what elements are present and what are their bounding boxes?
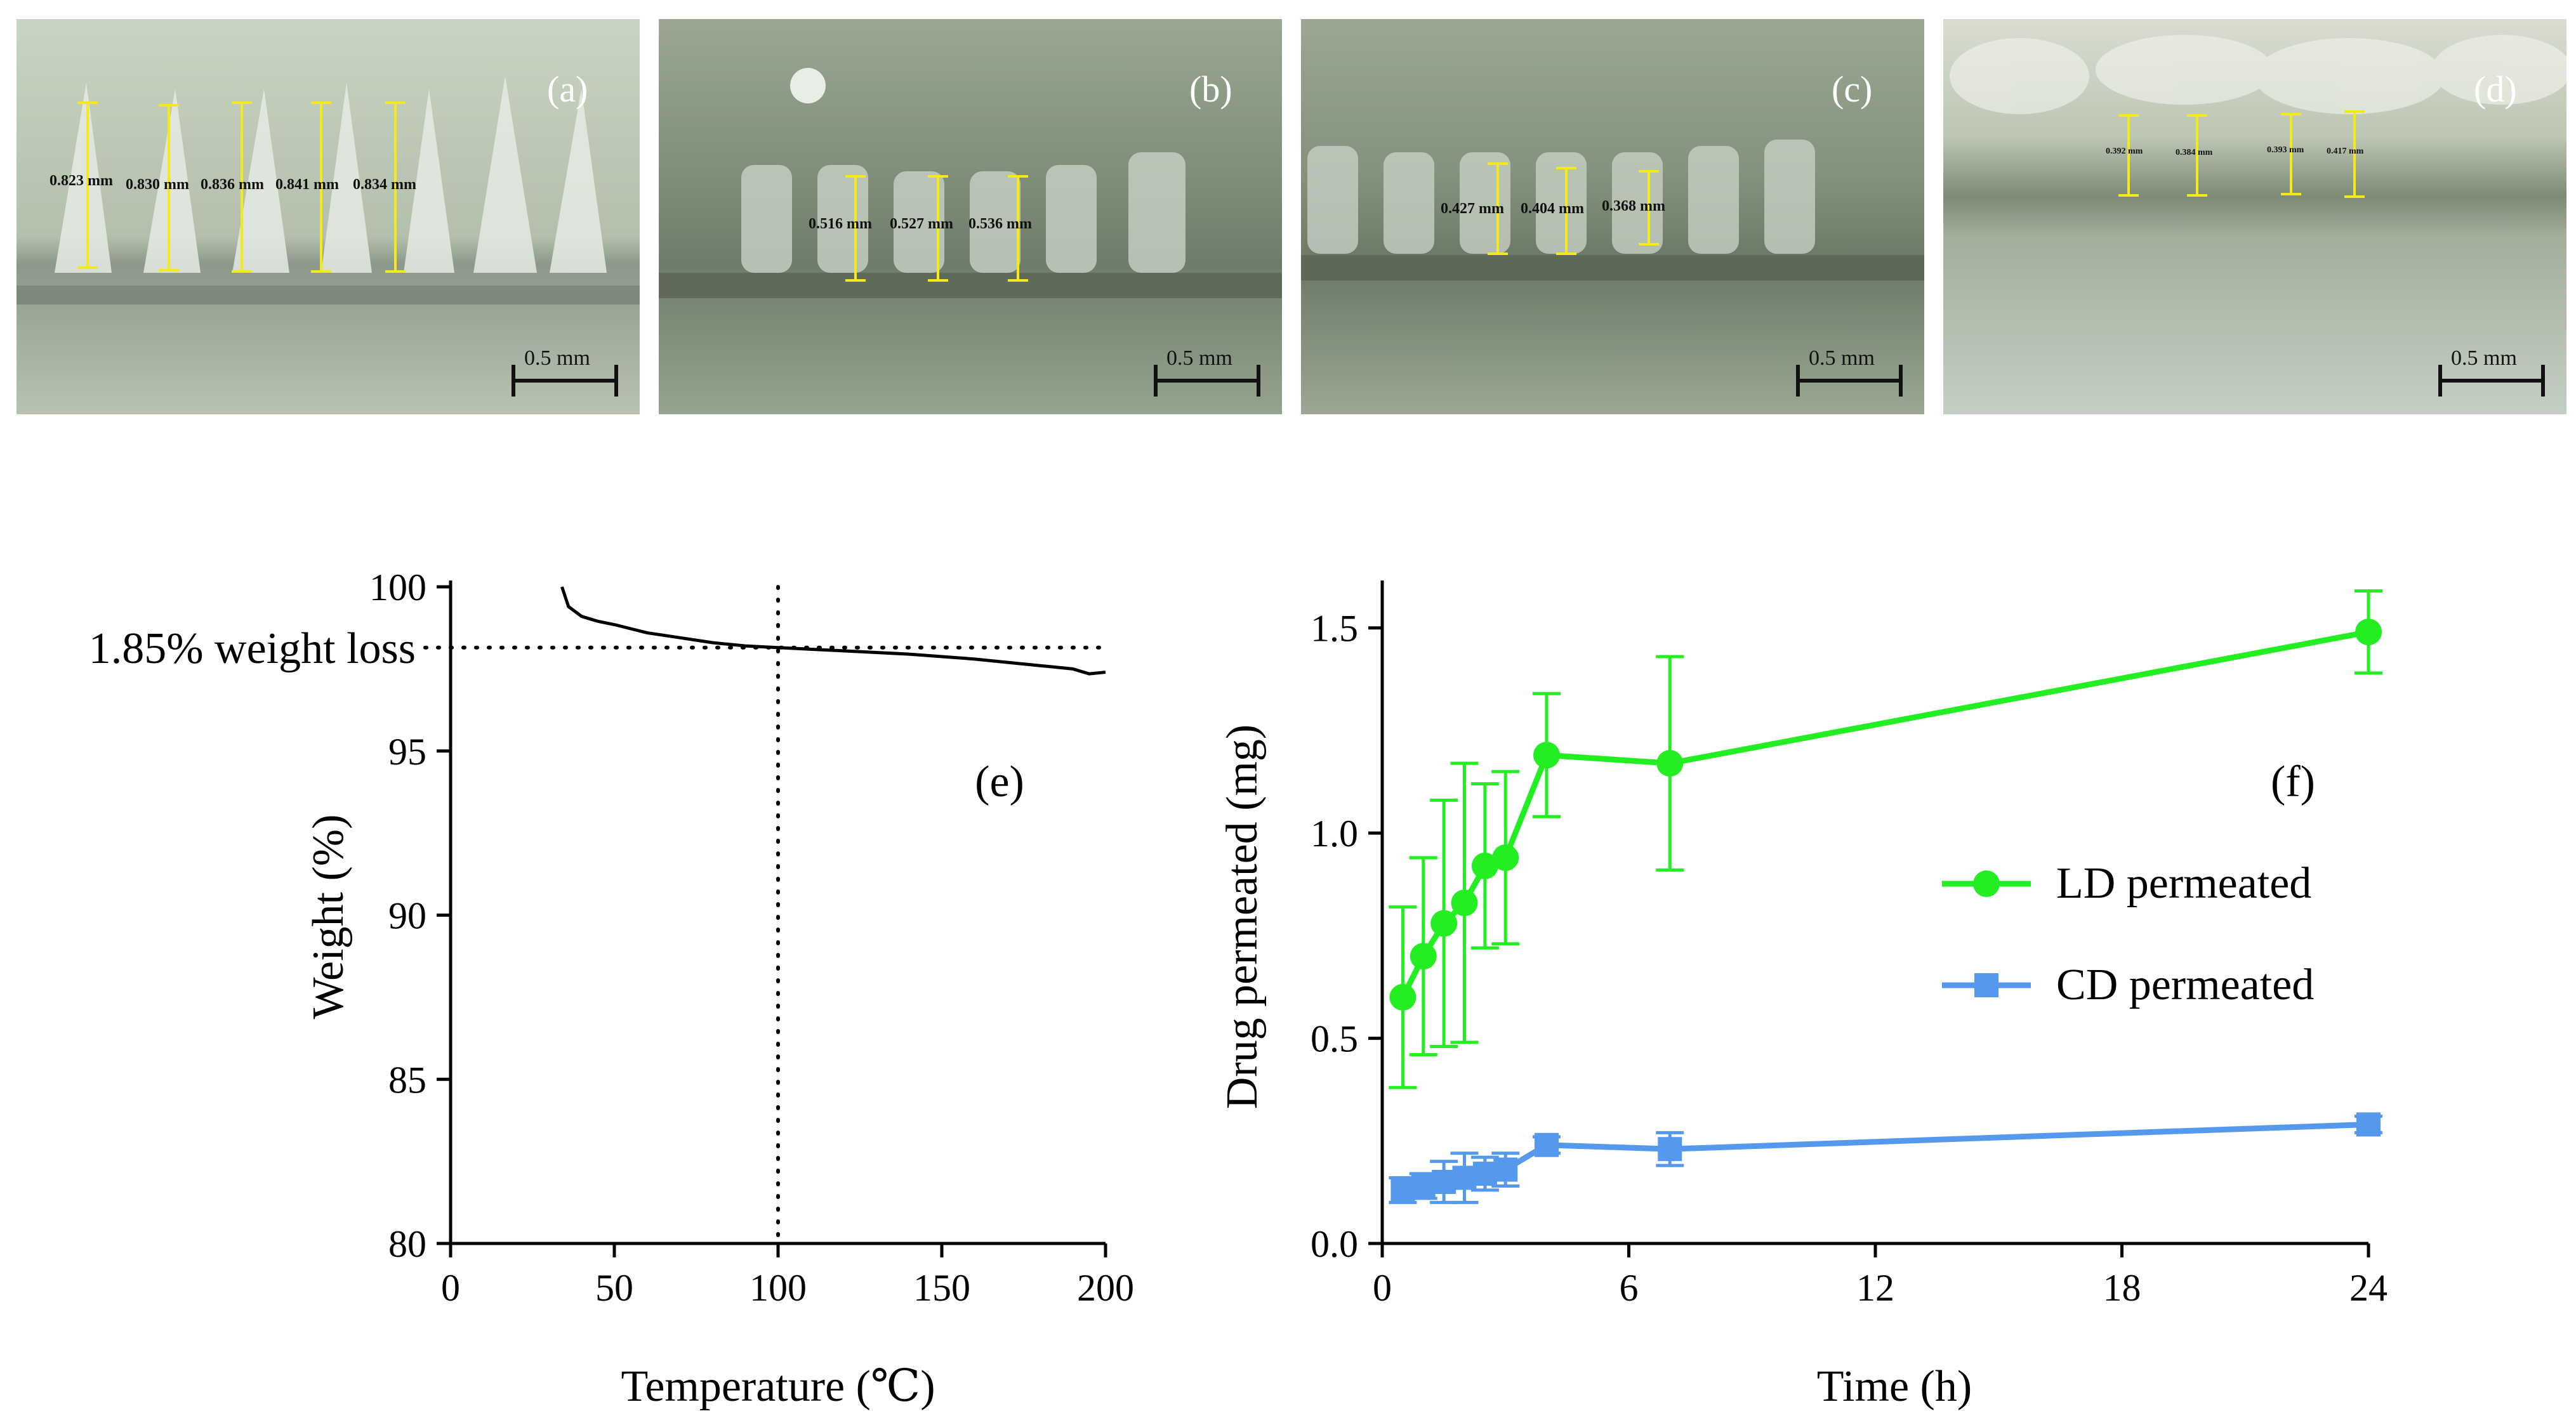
measurement-a-3: 0.836 mm: [201, 176, 264, 193]
panel-label-d: (d): [2474, 69, 2517, 110]
chart-e-y-tick-label: 95: [388, 731, 426, 773]
chart-f-y-tick-label: 1.0: [1311, 813, 1358, 855]
panel-label-a: (a): [547, 69, 588, 110]
measurement-b-1: 0.516 mm: [809, 216, 872, 232]
cd-data-point: [1472, 1162, 1497, 1186]
legend-marker-cd: [1974, 973, 1998, 997]
chart-f-panel-label: (f): [2271, 757, 2315, 806]
scale-bar-b: 0.5 mm: [1166, 346, 1232, 370]
legend-label-ld: LD permeated: [2056, 859, 2311, 908]
measurement-a-4: 0.841 mm: [275, 176, 339, 193]
chart-e-x-tick-label: 100: [750, 1267, 807, 1309]
measurement-d-3: 0.393 mm: [2267, 145, 2304, 155]
panel-label-b: (b): [1189, 69, 1232, 110]
tga-curve: [560, 586, 1106, 676]
panel-label-c: (c): [1832, 69, 1872, 110]
chart-f-permeation: Time (h) Drug permeated (mg) (f) LD perm…: [1218, 580, 2388, 1411]
measurement-c-2: 0.404 mm: [1521, 200, 1584, 217]
cd-data-point: [1452, 1165, 1477, 1190]
chart-e-xlabel: Temperature (℃): [621, 1362, 935, 1411]
chart-f-y-tick-label: 1.5: [1311, 608, 1358, 650]
ld-data-point: [1533, 742, 1560, 769]
chart-e-x-tick-label: 200: [1077, 1267, 1134, 1309]
chart-f-y-tick-label: 0.0: [1311, 1223, 1358, 1265]
chart-e-y-tick-label: 85: [388, 1059, 426, 1101]
chart-e-x-tick-label: 50: [595, 1267, 633, 1309]
ld-data-point: [1656, 750, 1684, 777]
measurement-c-3: 0.368 mm: [1602, 198, 1665, 214]
measurement-a-2: 0.830 mm: [126, 176, 189, 193]
measurement-a-1: 0.823 mm: [50, 173, 113, 189]
chart-f-x-tick-label: 0: [1373, 1267, 1392, 1309]
cd-data-point: [2356, 1112, 2381, 1137]
chart-f-x-tick-label: 24: [2349, 1267, 2388, 1309]
micrograph-b: 0.516 mm 0.527 mm 0.536 mm (b) 0.5 mm: [659, 19, 1282, 414]
cd-data-point: [1535, 1132, 1559, 1157]
measurement-b-2: 0.527 mm: [890, 216, 953, 232]
scale-bar-c: 0.5 mm: [1809, 346, 1875, 370]
chart-f-xlabel: Time (h): [1817, 1362, 1972, 1411]
measurement-c-1: 0.427 mm: [1441, 200, 1504, 217]
legend: LD permeated CD permeated: [2056, 859, 2314, 1009]
chart-e-y-tick-label: 80: [388, 1223, 426, 1265]
scale-bar-a: 0.5 mm: [524, 346, 590, 370]
chart-e-tga: Temperature (℃) Weight (%) 1.85% weight …: [89, 567, 1134, 1411]
chart-f-ylabel: Drug permeated (mg): [1218, 725, 1267, 1109]
chart-f-x-tick-label: 12: [1856, 1267, 1894, 1309]
micrograph-a: 0.823 mm 0.830 mm 0.836 mm 0.841 mm 0.83…: [17, 19, 640, 414]
cd-data-point: [1432, 1169, 1456, 1194]
chart-e-x-tick-label: 150: [913, 1267, 970, 1309]
chart-e-y-tick-label: 90: [388, 895, 426, 937]
measurement-d-4: 0.417 mm: [2327, 147, 2364, 156]
chart-e-panel-label: (e): [975, 757, 1024, 806]
chart-e-annotation: 1.85% weight loss: [89, 624, 416, 673]
micrograph-c: 0.427 mm 0.404 mm 0.368 mm (c) 0.5 mm: [1301, 19, 1924, 414]
measurement-a-5: 0.834 mm: [353, 176, 416, 193]
chart-f-x-tick-label: 18: [2103, 1267, 2141, 1309]
chart-f-y-tick-label: 0.5: [1311, 1018, 1358, 1060]
cd-data-point: [1658, 1137, 1682, 1162]
chart-e-y-tick-label: 100: [369, 567, 426, 608]
chart-e-ylabel: Weight (%): [304, 815, 353, 1020]
measurement-b-3: 0.536 mm: [968, 216, 1032, 232]
ld-data-point: [1471, 852, 1498, 879]
measurement-d-2: 0.384 mm: [2176, 148, 2213, 157]
ld-data-point: [1451, 889, 1478, 917]
micrograph-d: 0.392 mm 0.384 mm 0.393 mm 0.417 mm (d) …: [1943, 19, 2566, 414]
legend-marker-ld: [1973, 870, 2000, 897]
ld-data-point: [2355, 619, 2382, 646]
legend-label-cd: CD permeated: [2056, 961, 2314, 1009]
cd-data-point: [1411, 1174, 1436, 1198]
measurement-d-1: 0.392 mm: [2106, 147, 2143, 156]
cd-data-point: [1390, 1177, 1415, 1202]
scale-bar-d: 0.5 mm: [2451, 346, 2517, 370]
ld-data-point: [1389, 983, 1417, 1011]
ld-data-point: [1430, 910, 1458, 937]
chart-e-x-tick-label: 0: [441, 1267, 460, 1309]
ld-data-point: [1492, 844, 1519, 871]
ld-data-point: [1410, 943, 1437, 970]
cd-data-point: [1493, 1157, 1518, 1182]
chart-f-x-tick-label: 6: [1620, 1267, 1639, 1309]
